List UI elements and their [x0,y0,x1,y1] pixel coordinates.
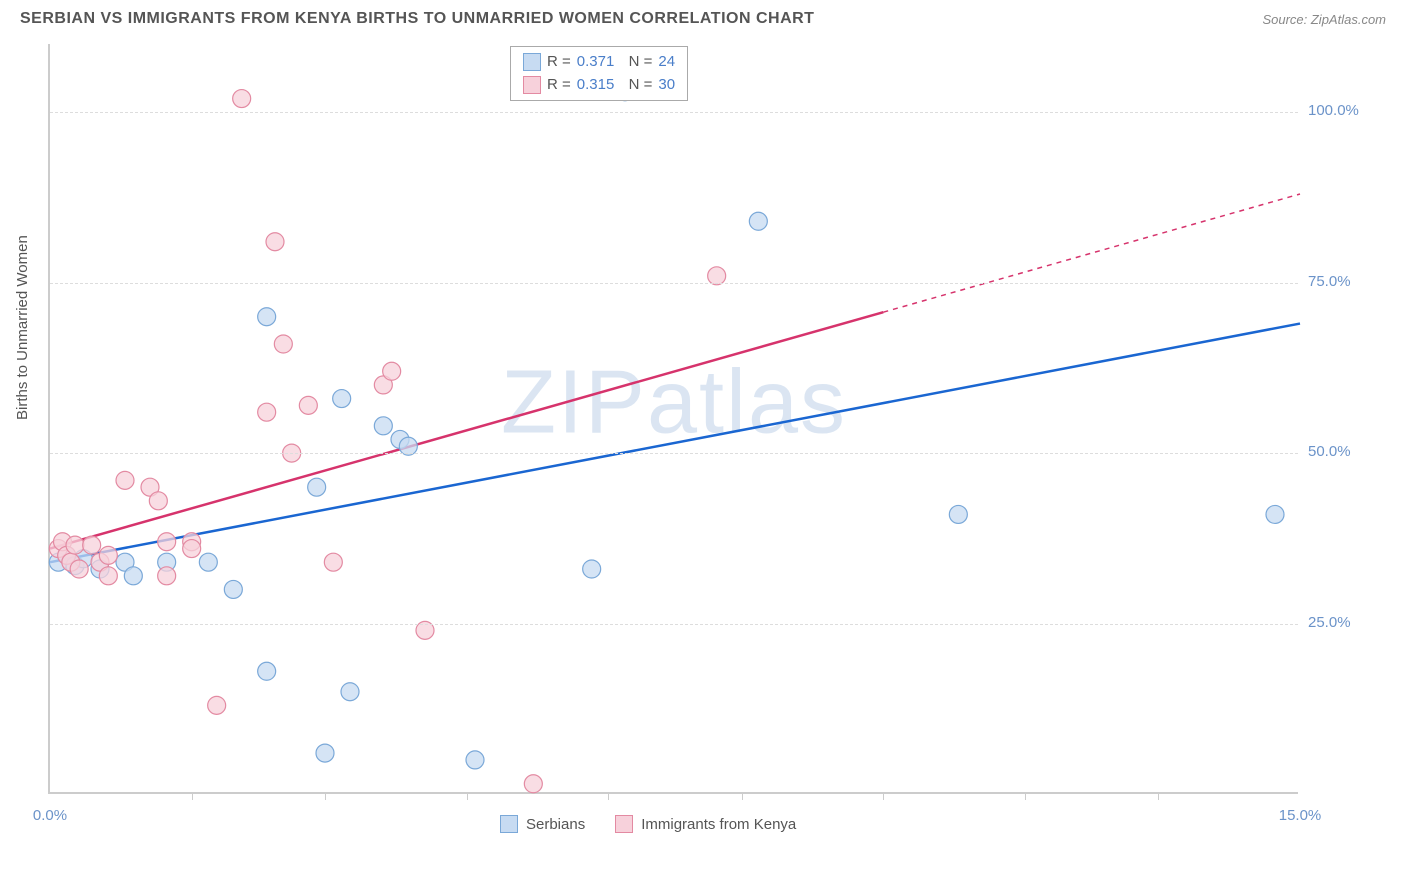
ytick-label: 100.0% [1308,102,1378,119]
legend-row: R = 0.371 N = 24 [523,51,675,74]
data-point [274,335,292,353]
data-point [199,553,217,571]
data-point [99,546,117,564]
data-point [583,560,601,578]
series-legend: Serbians Immigrants from Kenya [500,815,796,833]
data-point [749,212,767,230]
xtick-label: 15.0% [1279,807,1322,824]
data-point [116,471,134,489]
data-point [183,540,201,558]
scatter-chart: ZIPatlas R = 0.371 N = 24R = 0.315 N = 3… [48,44,1298,794]
xtick-label: 0.0% [33,807,67,824]
legend-swatch-icon [500,815,518,833]
y-axis-label: Births to Unmarried Women [14,235,31,420]
data-point [266,233,284,251]
legend-label: Serbians [526,816,585,833]
data-point [524,775,542,793]
data-point [258,308,276,326]
legend-row: R = 0.315 N = 30 [523,74,675,97]
legend-swatch-icon [523,76,541,94]
data-point [233,90,251,108]
legend-swatch-icon [523,53,541,71]
data-point [224,580,242,598]
legend-item: Immigrants from Kenya [615,815,796,833]
data-point [258,403,276,421]
data-point [299,396,317,414]
page-title: SERBIAN VS IMMIGRANTS FROM KENYA BIRTHS … [20,10,814,28]
data-point [316,744,334,762]
data-point [949,505,967,523]
data-point [124,567,142,585]
data-point [1266,505,1284,523]
legend-label: Immigrants from Kenya [641,816,796,833]
data-point [149,492,167,510]
data-point [158,533,176,551]
correlation-legend: R = 0.371 N = 24R = 0.315 N = 30 [510,46,688,101]
data-point [341,683,359,701]
ytick-label: 50.0% [1308,443,1378,460]
data-point [66,536,84,554]
ytick-label: 75.0% [1308,273,1378,290]
data-point [99,567,117,585]
data-point [383,362,401,380]
data-point [258,662,276,680]
data-point [70,560,88,578]
data-point [333,390,351,408]
data-point [308,478,326,496]
ytick-label: 25.0% [1308,614,1378,631]
source-label: Source: ZipAtlas.com [1262,12,1386,27]
legend-item: Serbians [500,815,585,833]
data-point [374,417,392,435]
legend-swatch-icon [615,815,633,833]
data-point [83,536,101,554]
data-point [208,696,226,714]
data-point [466,751,484,769]
data-point [158,567,176,585]
data-point [324,553,342,571]
